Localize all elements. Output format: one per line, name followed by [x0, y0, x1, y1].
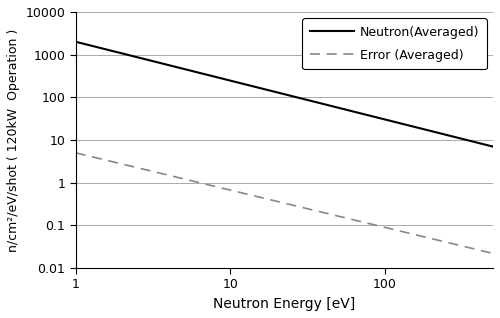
Neutron(Averaged) — [328, 104, 334, 108]
Neutron(Averaged) — [321, 102, 327, 106]
Error (Averaged) — [451, 242, 457, 246]
Neutron(Averaged) — [490, 145, 496, 149]
Line: Error (Averaged): Error (Averaged) — [76, 153, 493, 253]
Error (Averaged) — [328, 212, 334, 216]
Neutron(Averaged) — [451, 135, 457, 139]
X-axis label: Neutron Energy [eV]: Neutron Energy [eV] — [214, 297, 356, 311]
Legend: Neutron(Averaged), Error (Averaged): Neutron(Averaged), Error (Averaged) — [302, 18, 487, 69]
Error (Averaged) — [73, 151, 79, 155]
Neutron(Averaged) — [424, 128, 430, 132]
Error (Averaged) — [490, 252, 496, 255]
Error (Averaged) — [74, 151, 80, 155]
Neutron(Averaged) — [74, 40, 80, 44]
Error (Averaged) — [424, 236, 430, 239]
Y-axis label: n/cm²/eV/shot ( 120kW  Operation ): n/cm²/eV/shot ( 120kW Operation ) — [7, 28, 20, 252]
Error (Averaged) — [320, 211, 326, 214]
Line: Neutron(Averaged): Neutron(Averaged) — [76, 42, 493, 147]
Neutron(Averaged) — [73, 40, 79, 44]
Neutron(Averaged) — [320, 102, 326, 106]
Error (Averaged) — [321, 211, 327, 215]
